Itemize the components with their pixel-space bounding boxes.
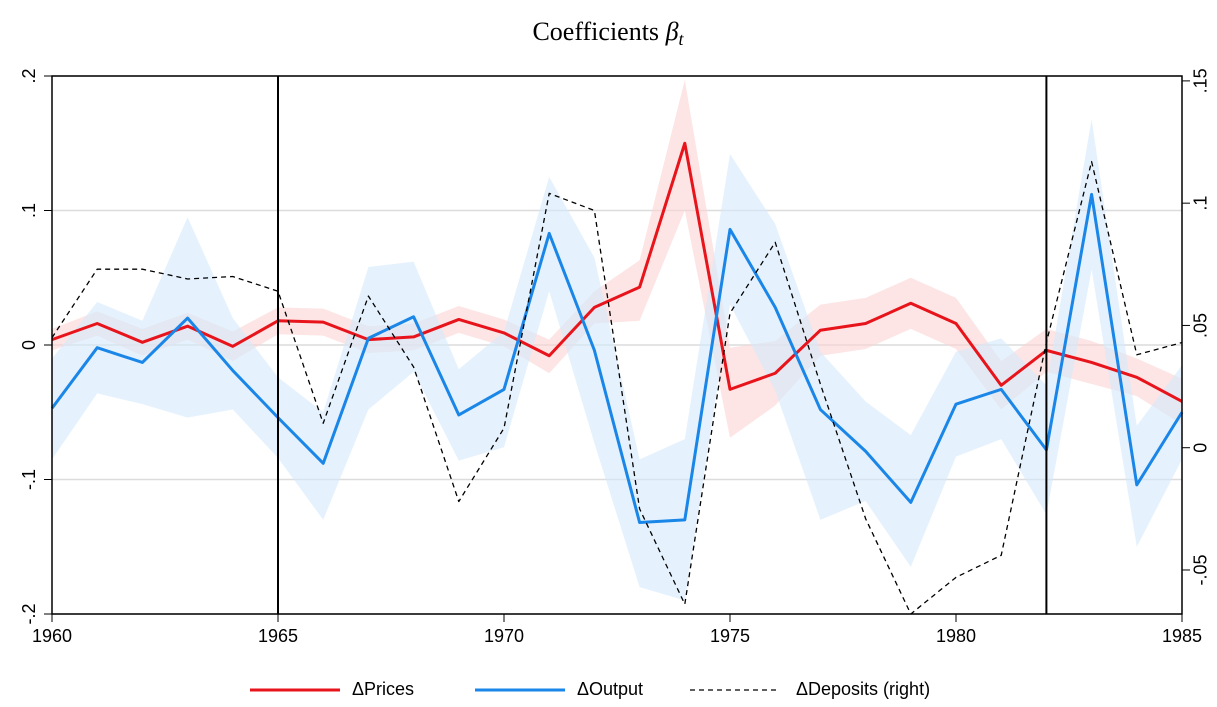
series-line bbox=[51, 160, 1183, 615]
chart-title: Coefficients βt bbox=[532, 17, 684, 49]
legend-label: ΔDeposits (right) bbox=[796, 679, 930, 699]
legend-label: ΔOutput bbox=[577, 679, 643, 699]
title-symbol: β bbox=[665, 17, 679, 46]
x-tick-label: 1965 bbox=[258, 626, 298, 646]
y-tick-label: .1 bbox=[19, 203, 39, 218]
title-subscript: t bbox=[679, 29, 685, 49]
x-tick-label: 1975 bbox=[710, 626, 750, 646]
y2-tick-label: -.05 bbox=[1191, 554, 1211, 585]
x-tick-label: 1960 bbox=[32, 626, 72, 646]
x-tick-label: 1980 bbox=[936, 626, 976, 646]
series-line bbox=[50, 192, 1184, 525]
y-tick-label: -.2 bbox=[19, 603, 39, 624]
plot-frame bbox=[51, 75, 1183, 615]
legend-label: ΔPrices bbox=[352, 679, 414, 699]
x-tick-label: 1985 bbox=[1162, 626, 1202, 646]
y2-tick-label: .15 bbox=[1191, 68, 1211, 93]
title-text: Coefficients bbox=[532, 17, 659, 46]
series-line bbox=[51, 141, 1183, 403]
y-tick-label: -.1 bbox=[19, 469, 39, 490]
y-tick-label: .2 bbox=[19, 68, 39, 83]
y2-tick-label: .05 bbox=[1191, 313, 1211, 338]
x-tick-label: 1970 bbox=[484, 626, 524, 646]
y-tick-label: 0 bbox=[19, 340, 39, 350]
y2-tick-label: 0 bbox=[1191, 443, 1211, 453]
y2-tick-label: .1 bbox=[1191, 196, 1211, 211]
